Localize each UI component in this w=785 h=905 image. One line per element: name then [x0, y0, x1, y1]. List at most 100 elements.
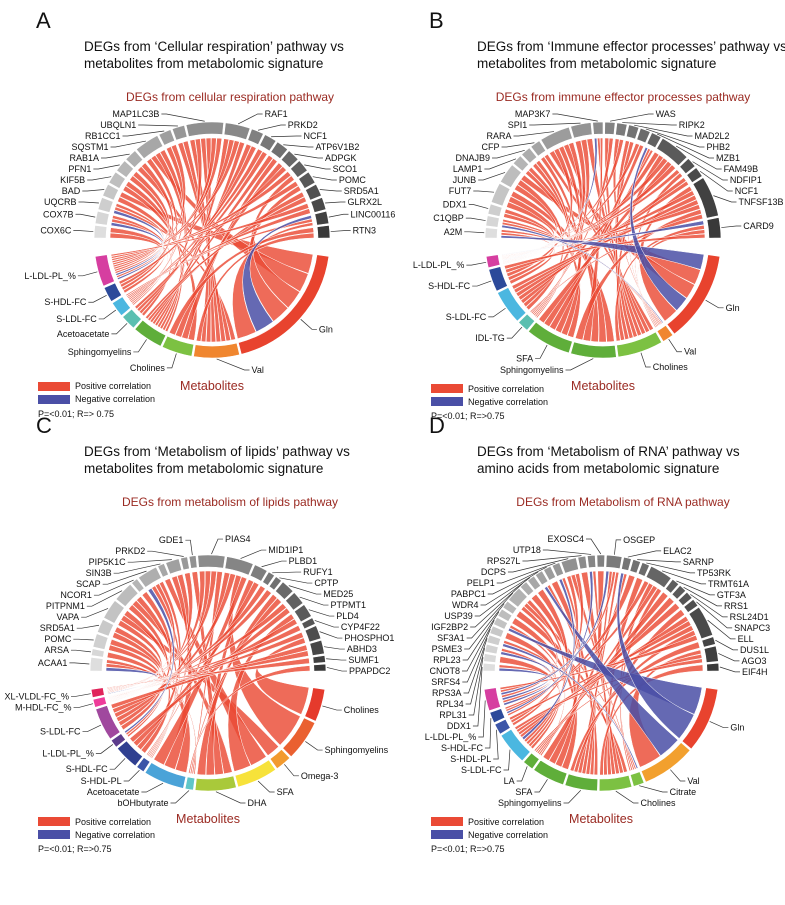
leader-line [646, 562, 696, 574]
genes-title: DEGs from cellular respiration pathway [125, 90, 335, 104]
leader-line [240, 549, 267, 559]
negative-swatch [38, 830, 70, 839]
stats-note: P=<0.01; R=> 0.75 [38, 408, 115, 419]
gene-segment: RPL34 [436, 643, 499, 709]
positive-ribbon-cfp-cholines [544, 153, 654, 331]
gene-label: RIPK2 [679, 120, 705, 130]
metabolite-label: M-HDL-FC_% [15, 703, 72, 713]
metabolite-arc-sphingomyelins [570, 341, 617, 359]
leader-line [330, 230, 351, 232]
gene-arc-ncf1 [686, 167, 703, 183]
leader-line [308, 609, 335, 617]
negative-ribbon-wdr4-val [544, 586, 679, 757]
leader-line [516, 766, 528, 782]
leader-line [86, 590, 123, 607]
gene-segment: COX7B [43, 209, 110, 226]
metabolite-segment: M-HDL-FC_% [15, 696, 107, 713]
positive-ribbon-card9-s-hdl-fc [504, 233, 706, 270]
positive-ribbon-card9-cholines [614, 224, 705, 342]
metabolite-segment: S-HDL-PL [450, 718, 511, 764]
metabolite-arc-s-ldl-fc [500, 728, 531, 762]
leader-line [294, 153, 323, 159]
positive-ribbon-raf1-l-ldl-pl- [111, 140, 240, 263]
gene-segment: RB1CC1 [85, 129, 176, 146]
metabolite-segment: Cholines [598, 774, 676, 808]
panel-letter: C [36, 413, 52, 438]
leader-line [82, 189, 105, 192]
metabolites-title: Metabolites [571, 379, 635, 393]
positive-ribbon-rb1cc1-l-ldl-pl- [113, 144, 186, 270]
metabolite-segment: S-LDL-FC [56, 296, 132, 324]
leader-line [185, 539, 193, 556]
metabolite-segment: S-LDL-FC [446, 287, 527, 322]
gene-segment: SUMF1 [312, 655, 379, 665]
positive-ribbon-ppapdc2-bohbutyrate [188, 665, 311, 774]
gene-label: GDE1 [159, 535, 184, 545]
metabolite-segment: Sphingomyelins [68, 319, 167, 357]
leader-line [466, 261, 487, 266]
gene-segment: RPS27L [487, 555, 588, 570]
legend-positive: Positive correlation [38, 815, 155, 828]
leader-line [563, 790, 582, 804]
gene-label: SRFS4 [431, 677, 460, 687]
gene-segment: PIAS4 [197, 534, 251, 569]
metabolite-arc-s-hdl-pl [136, 757, 151, 773]
negative-swatch [38, 394, 70, 404]
negative-swatch [431, 830, 463, 839]
leader-line [713, 195, 737, 203]
gene-label: GLRX2L [347, 197, 382, 207]
gene-segment: UQCRB [44, 197, 114, 213]
positive-ribbon-map1lc3b-l-ldl-pl- [112, 137, 223, 266]
leader-line [93, 164, 120, 170]
gene-arc-fam49b [656, 137, 688, 166]
gene-segment: PRKD2 [247, 120, 318, 145]
gene-arc-rpl31 [483, 653, 497, 663]
gene-segment: ADPGK [280, 150, 356, 168]
gene-segment: SRD5A1 [40, 619, 114, 637]
gene-label: POMC [339, 175, 367, 185]
gene-label: SCO1 [333, 164, 358, 174]
gene-segment: PLBD1 [249, 556, 317, 582]
gene-arc-c1qbp [485, 215, 500, 228]
leader-line [484, 718, 492, 749]
leader-line [133, 339, 147, 353]
metabolites-title: Metabolites [176, 812, 240, 826]
negative-ribbon-rps3a-citrate [502, 643, 639, 769]
positive-ribbon-linc00116-s-ldl-fc [125, 218, 313, 297]
negative-ribbon-cox7b-l-ldl-pl- [110, 222, 164, 280]
gene-label: ELAC2 [663, 546, 692, 556]
gene-arc-sf3a1 [508, 587, 528, 608]
gene-arc-spi1 [570, 122, 593, 139]
metabolite-segment: IDL-TG [475, 313, 536, 343]
leader-line [522, 555, 582, 562]
gene-label: UTP18 [513, 545, 541, 555]
gene-arc-trmt61a [645, 565, 672, 589]
gene-segment: GDE1 [159, 535, 198, 569]
metabolite-segment: S-LDL-FC [40, 705, 121, 740]
leader-line [627, 550, 662, 558]
positive-ribbon-phb2-sfa [549, 144, 644, 331]
metabolite-segment: SFA [234, 759, 294, 797]
gene-label: ABHD3 [347, 644, 377, 654]
gene-arc-mad2l2 [625, 124, 640, 140]
gene-label: TRMT61A [708, 579, 749, 589]
gene-segment: RARA [486, 126, 573, 151]
gene-label: ARSA [44, 645, 69, 655]
gene-label: SRD5A1 [344, 186, 379, 196]
gene-segment: IGF2BP2 [431, 581, 535, 632]
leader-line [113, 563, 161, 574]
leader-line [503, 749, 511, 771]
ribbons [109, 137, 315, 343]
panel-title-line2: amino acids from metabolomic signature [477, 461, 720, 476]
legend-negative: Negative correlation [38, 828, 155, 841]
gene-segment: DNAJB9 [456, 147, 538, 164]
positive-ribbon-was-idl-tg [531, 137, 614, 314]
gene-label: UQCRB [44, 197, 77, 207]
positive-ribbon-scap-s-hdl-fc [136, 581, 182, 751]
leader-line [147, 550, 184, 557]
gene-arc-rps27l [577, 555, 588, 570]
metabolite-label: LA [504, 776, 515, 786]
positive-ribbon-rtn3-cholines [168, 227, 314, 336]
metabolite-label: Cholines [640, 798, 676, 808]
gene-segment: VAPA [57, 600, 125, 624]
